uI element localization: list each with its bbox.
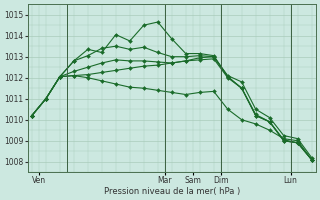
X-axis label: Pression niveau de la mer( hPa ): Pression niveau de la mer( hPa ): [104, 187, 240, 196]
